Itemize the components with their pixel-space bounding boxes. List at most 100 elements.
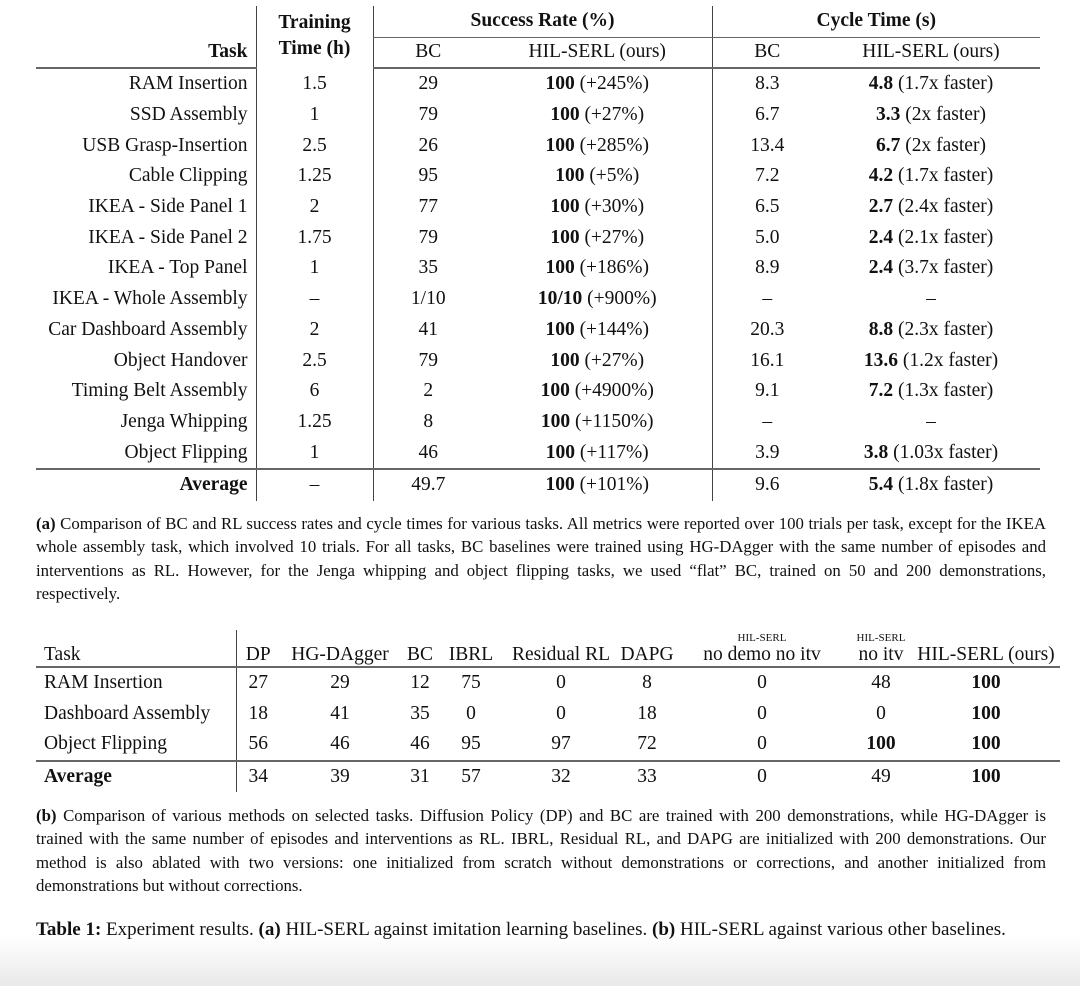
training-time: 2.5 bbox=[302, 349, 327, 371]
hil-cycle: 4.2 bbox=[868, 165, 894, 187]
training-time: 1.25 bbox=[297, 410, 332, 432]
hil-cycle-cell: 13.6 (1.2x faster) bbox=[822, 345, 1040, 376]
hil-cycle-speedup: – bbox=[926, 410, 936, 432]
value-cell: 0 bbox=[556, 702, 566, 724]
bc-success: 26 bbox=[418, 134, 439, 156]
value-cell: 100 bbox=[866, 733, 896, 755]
header-cycle-time: Cycle Time (s) bbox=[711, 6, 1040, 38]
hil-success-gain: (+117%) bbox=[575, 441, 649, 463]
header-training-line1: Training bbox=[278, 12, 351, 33]
bc-cycle-cell: 13.4 bbox=[711, 130, 822, 162]
bc-cycle: 6.5 bbox=[755, 196, 780, 218]
bc-success-cell: 79 bbox=[372, 99, 483, 131]
hil-success: 100 bbox=[550, 349, 580, 371]
column-header-label: no demo no itv bbox=[703, 644, 821, 665]
bc-success: 2 bbox=[423, 380, 434, 402]
hil-cycle: 7.2 bbox=[868, 380, 894, 402]
task-name: Timing Belt Assembly bbox=[71, 380, 248, 402]
hil-cycle-speedup: (3.7x faster) bbox=[893, 257, 994, 279]
training-time: 2.5 bbox=[302, 134, 327, 156]
hil-cycle: 5.4 bbox=[868, 474, 894, 496]
table-row: RAM Insertion 27 29 12 75 0 8 0 48 100 bbox=[36, 667, 1060, 699]
value-cell: 0 bbox=[757, 702, 767, 724]
bc-cycle-cell: – bbox=[711, 406, 822, 438]
hil-cycle: 6.7 bbox=[876, 134, 901, 156]
hil-success-gain: (+1150%) bbox=[570, 410, 654, 432]
table-row: Object Flipping 1 46 100 (+117%) 3.9 3.8 (1.0… bbox=[36, 437, 1040, 469]
hil-success: 100 bbox=[545, 441, 576, 463]
value-cell: 75 bbox=[461, 672, 481, 694]
bc-success-cell: 77 bbox=[372, 191, 483, 223]
value-cell: 0 bbox=[466, 702, 476, 724]
bc-cycle: 6.7 bbox=[755, 104, 780, 126]
value-cell: 29 bbox=[330, 672, 350, 694]
task-cell: SSD Assembly bbox=[36, 100, 256, 131]
hil-cycle-cell: 7.2 (1.3x faster) bbox=[822, 376, 1040, 407]
hil-success: 100 bbox=[550, 104, 580, 126]
header-ct-bc: BC bbox=[711, 37, 822, 69]
value-cell: 39 bbox=[280, 759, 400, 793]
column-header: HIL-SERL no itv bbox=[850, 630, 912, 668]
value-cell: 35 bbox=[410, 702, 430, 724]
bc-cycle-cell: 6.5 bbox=[711, 191, 822, 223]
task-name: IKEA - Side Panel 1 bbox=[88, 196, 248, 218]
table-row: Object Handover 2.5 79 100 (+27%) 16.1 13.6 (… bbox=[36, 345, 1040, 376]
hil-cycle-speedup: – bbox=[926, 288, 936, 310]
table-a-header-top: Training Time (h) Success Rate (%) Cycle … bbox=[36, 6, 1040, 68]
bc-success: 95 bbox=[418, 165, 439, 187]
training-time-cell: 1.25 bbox=[255, 406, 373, 438]
bc-cycle: 5.0 bbox=[755, 226, 780, 248]
column-header-label: HIL-SERL (ours) bbox=[917, 644, 1055, 665]
bc-success-cell: 41 bbox=[372, 314, 483, 346]
bc-cycle-cell: 7.2 bbox=[711, 161, 822, 192]
bc-success: 35 bbox=[418, 257, 439, 279]
column-header: HIL-SERL no demo no itv bbox=[674, 630, 850, 668]
bc-success: 46 bbox=[418, 441, 439, 463]
value-cell: 18 bbox=[235, 698, 280, 730]
task-name: IKEA - Whole Assembly bbox=[52, 288, 248, 310]
hil-cycle-cell: 4.8 (1.7x faster) bbox=[822, 68, 1040, 100]
bc-cycle-cell: 5.0 bbox=[711, 222, 822, 254]
task-name: Jenga Whipping bbox=[120, 410, 248, 432]
table-caption-b-label: (b) bbox=[652, 919, 676, 940]
training-time: – bbox=[309, 474, 320, 496]
table-row: Object Flipping 56 46 46 95 97 72 0 100 100 bbox=[36, 729, 1060, 761]
hil-cycle-cell: 2.7 (2.4x faster) bbox=[822, 192, 1040, 223]
task-name: USB Grasp-Insertion bbox=[82, 134, 248, 156]
training-time: 1 bbox=[309, 257, 320, 279]
bc-success-cell: 29 bbox=[372, 68, 483, 100]
hil-success-cell: 100 (+186%) bbox=[483, 253, 712, 284]
value-cell: 56 bbox=[235, 729, 280, 761]
hil-cycle: 13.6 bbox=[863, 349, 898, 371]
training-time-cell: 2 bbox=[255, 191, 373, 223]
value-cell: 49 bbox=[850, 759, 912, 793]
value-cell: 100 bbox=[912, 759, 1060, 793]
training-time-cell: 2.5 bbox=[255, 130, 373, 162]
task-cell: Cable Clipping bbox=[36, 161, 256, 192]
table-row: Jenga Whipping 1.25 8 100 (+1150%) – – bbox=[36, 406, 1040, 438]
column-header: BC bbox=[400, 630, 440, 668]
hil-success: 10/10 bbox=[537, 288, 583, 310]
hil-success-cell: 100 (+285%) bbox=[483, 130, 712, 161]
hil-cycle-speedup: (1.7x faster) bbox=[893, 165, 994, 187]
bc-cycle: 3.9 bbox=[755, 441, 780, 463]
column-header: DAPG bbox=[620, 630, 674, 668]
table-row: SSD Assembly 1 79 100 (+27%) 6.7 3.3 (2x fast… bbox=[36, 99, 1040, 131]
training-time: 1.25 bbox=[297, 165, 332, 187]
hil-success-cell: 100 (+5%) bbox=[483, 161, 712, 192]
column-header-label: HG-DAgger bbox=[291, 644, 389, 665]
task-name: Average bbox=[179, 474, 248, 496]
table-caption: Table 1: Experiment results. (a) HIL-SER… bbox=[36, 917, 1046, 943]
column-header-label: Task bbox=[44, 644, 81, 665]
value-cell: 95 bbox=[461, 733, 481, 755]
bc-success: 49.7 bbox=[411, 474, 446, 496]
bc-cycle: 13.4 bbox=[750, 134, 785, 156]
hil-success-cell: 100 (+27%) bbox=[483, 222, 712, 253]
training-time-cell: 1 bbox=[255, 437, 373, 469]
bc-success: 1/10 bbox=[410, 288, 446, 310]
table-caption-text: HIL-SERL against imitation learning base… bbox=[280, 919, 653, 940]
task-cell: Dashboard Assembly bbox=[44, 702, 211, 724]
training-time: 1 bbox=[309, 441, 320, 463]
hil-success: 100 bbox=[545, 257, 575, 279]
bc-cycle-cell: 16.1 bbox=[711, 345, 822, 376]
